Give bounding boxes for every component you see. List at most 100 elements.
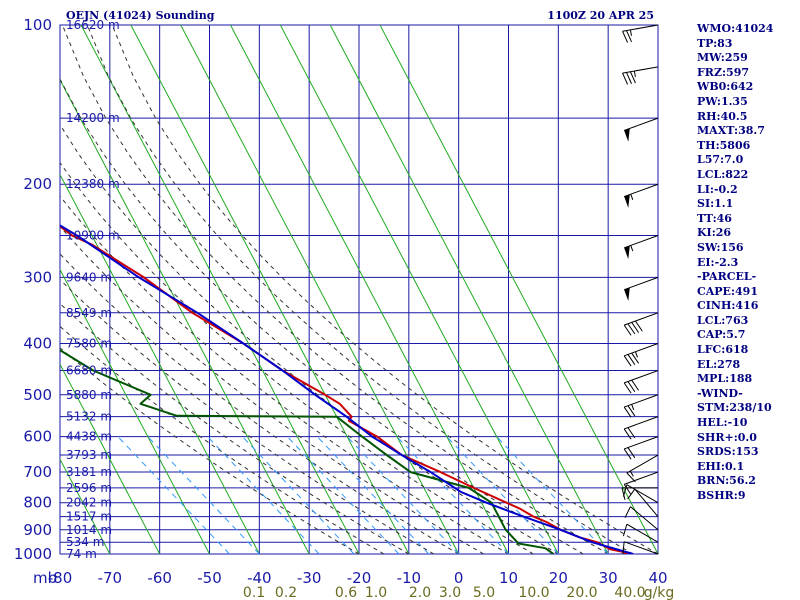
temperature-tick-label: -50 <box>197 569 222 587</box>
wind-barb <box>624 235 659 260</box>
stat-item: SHR+:0.0 <box>697 430 757 444</box>
stat-item: SW:156 <box>697 240 744 254</box>
stat-item: KI:26 <box>697 226 732 240</box>
moist-adiabat-line <box>60 161 534 554</box>
wind-barb-layer <box>621 24 659 555</box>
isotherm-line <box>329 25 609 554</box>
mixing-ratio-line <box>496 436 609 554</box>
height-label: 2042 m <box>66 496 112 510</box>
mixing-ratio-label: 0.1 <box>243 585 265 600</box>
stat-item: BSHR:9 <box>697 489 746 502</box>
stat-item: SI:1.1 <box>697 197 734 211</box>
wind-barb <box>623 312 659 336</box>
temperature-tick-label: 40 <box>648 569 667 587</box>
wind-barb <box>623 343 659 367</box>
height-label: 16620 m <box>66 18 120 32</box>
temperature-tick-label: 20 <box>549 569 568 587</box>
sounding-time: 1100Z 20 APR 25 <box>547 9 654 22</box>
pressure-tick-label: 600 <box>23 428 52 446</box>
station-title: OEJN (41024) Sounding <box>66 9 215 22</box>
wind-barb <box>622 24 659 43</box>
stat-item: EI:-2.3 <box>697 255 739 269</box>
stat-item: CAPE:491 <box>697 284 758 298</box>
stat-item: LFC:618 <box>697 343 749 357</box>
mixing-ratio-label: g/kg <box>644 585 675 600</box>
stat-item: L57:7.0 <box>697 153 744 167</box>
mixing-ratio-line <box>286 436 400 554</box>
height-label: 9640 m <box>66 270 112 284</box>
pressure-tick-label: 400 <box>23 334 52 352</box>
series-layer <box>60 224 634 554</box>
temperature-tick-label: 10 <box>499 569 518 587</box>
adiabat-layer <box>0 25 658 554</box>
wind-barb <box>623 416 659 440</box>
stat-item: TT:46 <box>697 211 732 225</box>
stat-item: EL:278 <box>697 357 741 371</box>
stat-item: LI:-0.2 <box>697 182 738 196</box>
mixing-ratio-line <box>117 436 230 554</box>
moist-adiabat-line <box>86 25 634 554</box>
height-label: 74 m <box>66 547 97 561</box>
isotherm-line <box>60 363 161 554</box>
isotherm-line <box>180 25 460 554</box>
moist-adiabat-line <box>60 253 459 554</box>
stat-item: -WIND- <box>697 386 743 400</box>
pressure-tick-label: 200 <box>23 175 52 193</box>
wind-barb <box>621 487 658 501</box>
stat-item: BRN:56.2 <box>697 474 756 488</box>
moist-adiabat-line <box>60 278 435 554</box>
height-label: 5880 m <box>66 388 112 402</box>
stat-item: LCL:763 <box>697 313 749 327</box>
temperature-tick-label: -70 <box>98 569 123 587</box>
stat-item: STM:238/10 <box>697 401 772 415</box>
height-label: 3181 m <box>66 465 112 479</box>
stat-item: WB0:642 <box>697 80 754 94</box>
temperature-tick-label: -20 <box>347 569 372 587</box>
temperature-tick-label: 30 <box>599 569 618 587</box>
pressure-tick-label: 700 <box>23 463 52 481</box>
wind-barb <box>624 276 659 301</box>
temperature-tick-label: -10 <box>397 569 422 587</box>
stat-item: TH:5806 <box>697 138 751 152</box>
wind-barb <box>622 523 659 543</box>
mixing-ratio-line <box>207 436 320 554</box>
mixing-ratio-label: 0.2 <box>275 585 297 600</box>
mixing-ratio-label: 20.0 <box>566 585 597 600</box>
height-label: 2596 m <box>66 481 112 495</box>
pressure-tick-label: 300 <box>23 268 52 286</box>
stat-item: CAP:5.7 <box>697 328 746 342</box>
stat-item: MPL:188 <box>697 372 753 386</box>
height-label: 1014 m <box>66 523 112 537</box>
stat-item: SRDS:153 <box>697 445 759 459</box>
moist-adiabat-line <box>60 123 559 554</box>
wind-barb <box>624 506 659 531</box>
height-label: 3793 m <box>66 448 112 462</box>
moist-adiabat-line <box>60 195 509 554</box>
moist-adiabat-line <box>61 25 609 554</box>
mixing-ratio-label: 40.0 <box>614 585 645 600</box>
wind-barb <box>624 117 659 142</box>
temperature-tick-label: 0 <box>454 569 464 587</box>
isotherm-line <box>230 25 509 554</box>
mixing-ratio-line <box>446 436 559 554</box>
height-label: 14200 m <box>66 111 120 125</box>
stat-item: WMO:41024 <box>697 22 774 35</box>
wind-barb <box>623 370 659 394</box>
stat-item: MW:259 <box>697 51 748 65</box>
stat-item: RH:40.5 <box>697 109 748 123</box>
mixing-ratio-label: 3.0 <box>439 585 461 600</box>
pressure-tick-label: 1000 <box>14 545 52 563</box>
stat-item: CINH:416 <box>697 299 759 313</box>
stat-item: HEL:-10 <box>697 416 748 430</box>
height-label: 4438 m <box>66 430 112 444</box>
isotherm-line <box>60 458 111 554</box>
mixing-ratio-line <box>396 436 509 554</box>
temperature-tick-label: -30 <box>297 569 322 587</box>
mixing-ratio-line <box>316 436 430 554</box>
wind-barb <box>623 394 659 418</box>
temperature-tick-label: -80 <box>48 569 73 587</box>
isotherm-line <box>0 25 10 554</box>
mixing-ratio-label: 1.0 <box>365 585 387 600</box>
isotherm-line <box>379 25 658 554</box>
